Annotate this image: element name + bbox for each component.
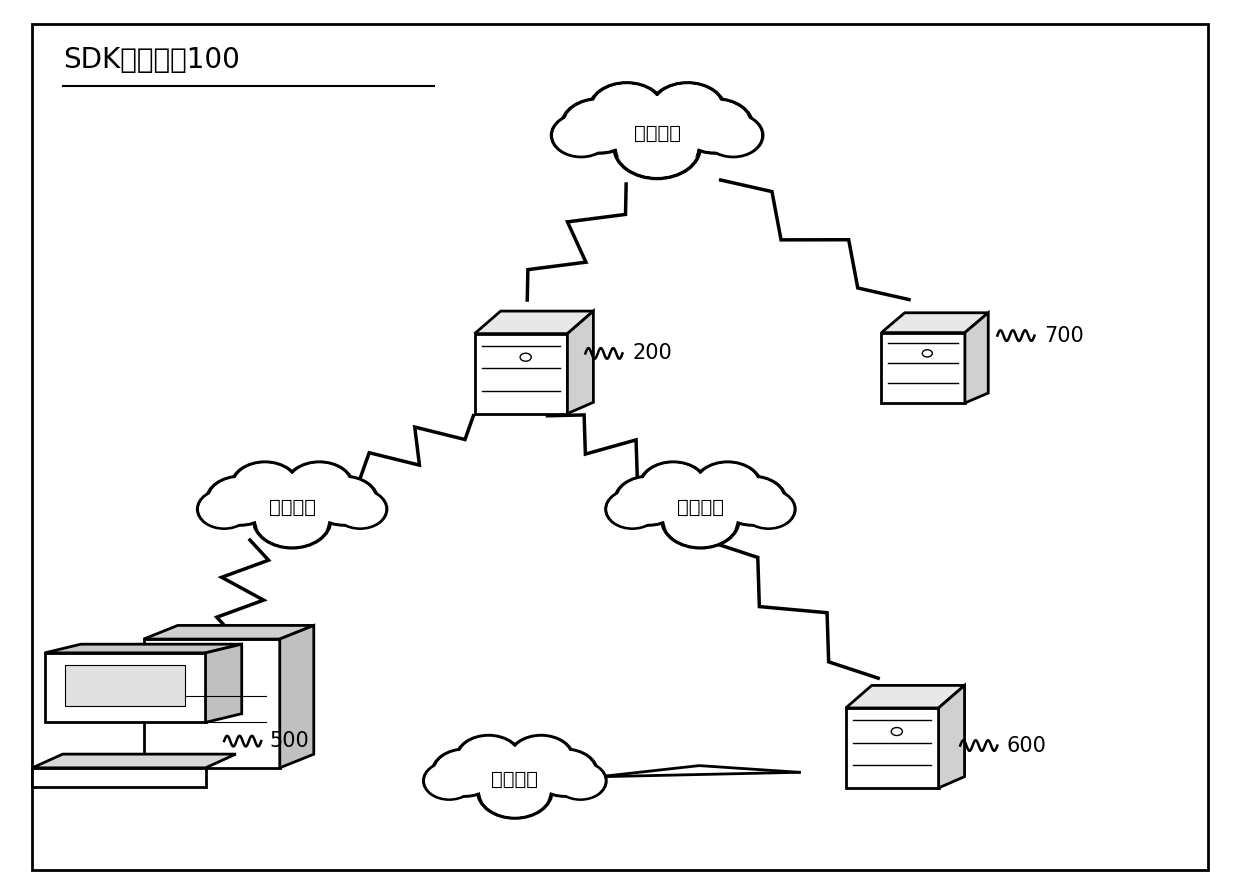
- Circle shape: [197, 490, 250, 528]
- Circle shape: [606, 490, 658, 528]
- Circle shape: [210, 478, 272, 523]
- Circle shape: [231, 462, 299, 510]
- Polygon shape: [475, 311, 594, 333]
- Circle shape: [557, 763, 604, 797]
- Circle shape: [477, 764, 552, 818]
- Circle shape: [706, 115, 760, 155]
- Circle shape: [475, 747, 556, 806]
- Text: 通信网络: 通信网络: [677, 498, 724, 517]
- Circle shape: [589, 83, 665, 137]
- Polygon shape: [144, 626, 314, 639]
- Circle shape: [312, 478, 376, 523]
- Circle shape: [424, 763, 475, 799]
- Circle shape: [554, 115, 609, 155]
- Circle shape: [552, 114, 610, 156]
- Circle shape: [433, 749, 497, 796]
- Circle shape: [250, 475, 335, 536]
- Circle shape: [892, 728, 903, 736]
- Circle shape: [536, 751, 595, 794]
- Circle shape: [655, 472, 746, 538]
- Polygon shape: [32, 768, 206, 788]
- Circle shape: [694, 462, 761, 510]
- Circle shape: [653, 85, 722, 135]
- Circle shape: [200, 492, 248, 527]
- Text: SDK打包系统100: SDK打包系统100: [63, 46, 241, 74]
- Polygon shape: [939, 686, 965, 788]
- Circle shape: [677, 99, 753, 153]
- Circle shape: [744, 492, 792, 527]
- Polygon shape: [144, 639, 280, 768]
- Circle shape: [642, 464, 704, 509]
- Text: 通信网络: 通信网络: [634, 123, 681, 143]
- Circle shape: [618, 119, 697, 176]
- Circle shape: [481, 767, 549, 816]
- Circle shape: [606, 94, 708, 167]
- Circle shape: [334, 490, 387, 528]
- Circle shape: [658, 475, 743, 536]
- Circle shape: [254, 493, 331, 548]
- Circle shape: [665, 494, 735, 545]
- Circle shape: [435, 751, 495, 794]
- Polygon shape: [475, 333, 568, 414]
- Text: 700: 700: [1044, 325, 1084, 346]
- Circle shape: [511, 738, 570, 780]
- Circle shape: [310, 477, 378, 525]
- Circle shape: [257, 494, 327, 545]
- Circle shape: [610, 97, 704, 164]
- Text: 500: 500: [270, 731, 310, 751]
- Polygon shape: [882, 333, 965, 403]
- Circle shape: [532, 749, 598, 796]
- Polygon shape: [45, 645, 242, 653]
- Polygon shape: [45, 653, 206, 722]
- Text: 通信网络: 通信网络: [269, 498, 316, 517]
- Polygon shape: [965, 313, 988, 403]
- Circle shape: [556, 763, 606, 799]
- Circle shape: [562, 99, 636, 153]
- Text: 通信网络: 通信网络: [491, 770, 538, 789]
- Circle shape: [662, 493, 739, 548]
- Circle shape: [207, 477, 274, 525]
- Circle shape: [336, 492, 384, 527]
- Circle shape: [520, 353, 531, 361]
- Polygon shape: [882, 313, 988, 333]
- Circle shape: [591, 85, 661, 135]
- Circle shape: [425, 763, 472, 797]
- Polygon shape: [64, 665, 186, 706]
- Circle shape: [471, 745, 559, 808]
- Polygon shape: [568, 311, 594, 414]
- Circle shape: [608, 492, 657, 527]
- Circle shape: [459, 738, 518, 780]
- Circle shape: [697, 464, 759, 509]
- Text: 200: 200: [632, 343, 672, 364]
- Circle shape: [719, 477, 786, 525]
- Circle shape: [923, 350, 932, 357]
- Circle shape: [285, 462, 353, 510]
- Text: 600: 600: [1006, 736, 1045, 755]
- Circle shape: [614, 116, 701, 179]
- Polygon shape: [280, 626, 314, 768]
- Circle shape: [703, 114, 763, 156]
- Circle shape: [508, 736, 574, 782]
- Circle shape: [650, 83, 725, 137]
- Polygon shape: [846, 686, 965, 708]
- Polygon shape: [32, 755, 236, 768]
- Circle shape: [618, 478, 680, 523]
- Circle shape: [681, 101, 750, 151]
- Polygon shape: [846, 708, 939, 788]
- Circle shape: [234, 464, 296, 509]
- Circle shape: [615, 477, 682, 525]
- Circle shape: [247, 472, 337, 538]
- Circle shape: [742, 490, 795, 528]
- Circle shape: [289, 464, 351, 509]
- Polygon shape: [206, 645, 242, 722]
- Circle shape: [564, 101, 634, 151]
- Circle shape: [722, 478, 784, 523]
- Circle shape: [640, 462, 707, 510]
- FancyBboxPatch shape: [32, 23, 1208, 871]
- Circle shape: [456, 736, 521, 782]
